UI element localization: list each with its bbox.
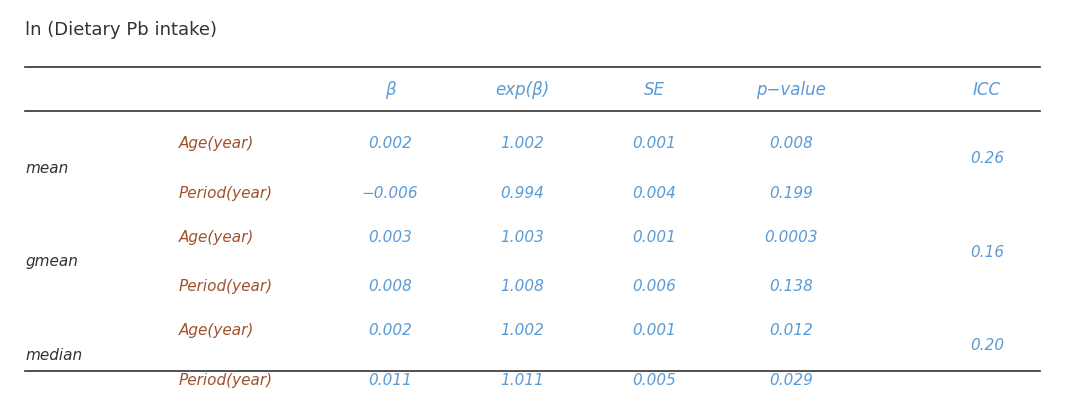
Text: ln (Dietary Pb intake): ln (Dietary Pb intake) [26,21,217,39]
Text: 0.012: 0.012 [769,323,814,338]
Text: ICC: ICC [972,81,1001,99]
Text: 0.008: 0.008 [769,136,814,151]
Text: −0.006: −0.006 [361,185,419,200]
Text: 0.011: 0.011 [367,373,412,387]
Text: gmean: gmean [26,254,78,269]
Text: 0.005: 0.005 [633,373,676,387]
Text: 0.001: 0.001 [633,323,676,338]
Text: Period(year): Period(year) [179,373,273,387]
Text: β: β [384,81,395,99]
Text: 0.199: 0.199 [769,185,814,200]
Text: 0.16: 0.16 [970,245,1004,260]
Text: Age(year): Age(year) [179,136,253,151]
Text: 0.006: 0.006 [633,279,676,294]
Text: SE: SE [643,81,665,99]
Text: 0.001: 0.001 [633,230,676,244]
Text: Age(year): Age(year) [179,323,253,338]
Text: 1.008: 1.008 [499,279,544,294]
Text: 1.011: 1.011 [499,373,544,387]
Text: 1.003: 1.003 [499,230,544,244]
Text: Period(year): Period(year) [179,279,273,294]
Text: mean: mean [26,161,68,176]
Text: 0.138: 0.138 [769,279,814,294]
Text: Age(year): Age(year) [179,230,253,244]
Text: median: median [26,348,82,363]
Text: 0.20: 0.20 [970,338,1004,353]
Text: 0.029: 0.029 [769,373,814,387]
Text: 0.002: 0.002 [367,136,412,151]
Text: 0.004: 0.004 [633,185,676,200]
Text: 0.001: 0.001 [633,136,676,151]
Text: 0.003: 0.003 [367,230,412,244]
Text: 0.994: 0.994 [499,185,544,200]
Text: 0.26: 0.26 [970,151,1004,166]
Text: 1.002: 1.002 [499,136,544,151]
Text: 0.002: 0.002 [367,323,412,338]
Text: Period(year): Period(year) [179,185,273,200]
Text: 1.002: 1.002 [499,323,544,338]
Text: exp(β): exp(β) [495,81,550,99]
Text: 0.008: 0.008 [367,279,412,294]
Text: 0.0003: 0.0003 [765,230,818,244]
Text: p−value: p−value [756,81,826,99]
